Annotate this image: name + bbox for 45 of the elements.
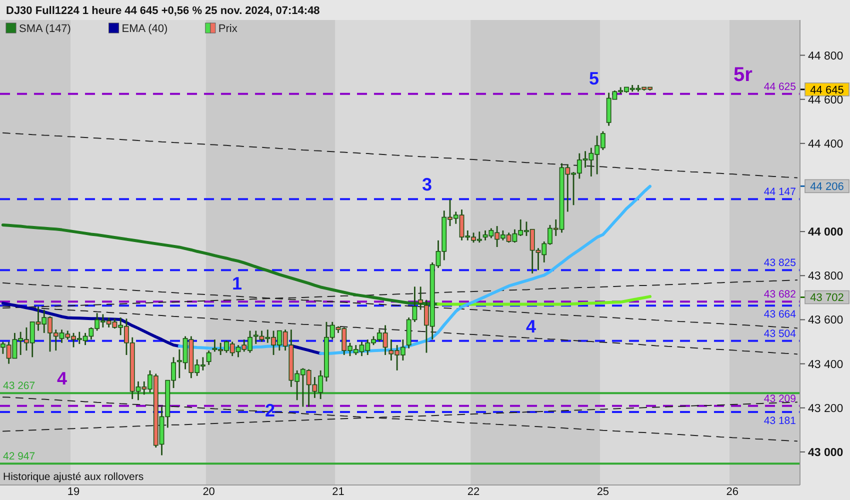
annotation: 3 xyxy=(422,174,432,194)
y-tick-label: 44 800 xyxy=(808,50,844,62)
x-tick-label: 22 xyxy=(467,486,480,498)
ref-line-label: 43 825 xyxy=(764,257,796,270)
text: 44 645 xyxy=(810,84,844,96)
legend-label: EMA (40) xyxy=(122,23,168,35)
annotation: 5 xyxy=(588,68,600,88)
ref-line-label: 42 947 xyxy=(3,450,36,463)
y-tick-label: 43 000 xyxy=(808,446,844,459)
x-tick-label: 25 xyxy=(596,486,610,498)
ref-line-label: 43 682 xyxy=(764,288,796,301)
ref-line-label: 43 504 xyxy=(764,328,796,340)
ref-line-label: 43 267 xyxy=(3,380,36,392)
x-tick-label: 20 xyxy=(202,486,215,498)
text: 44 206 xyxy=(810,181,844,194)
legend-label: SMA (147) xyxy=(19,23,71,35)
legend-label: Prix xyxy=(218,23,238,35)
ref-line-label: 43 181 xyxy=(764,415,796,428)
annotation: 4 xyxy=(56,368,68,388)
annotation: 4 xyxy=(526,316,536,336)
annotation: 1 xyxy=(232,273,242,294)
line-series xyxy=(2,132,798,178)
x-tick-label: 21 xyxy=(332,486,344,498)
line-series xyxy=(1,223,440,306)
candlestick xyxy=(418,286,424,310)
y-tick-label: 44 600 xyxy=(808,94,844,106)
y-tick-label: 44 400 xyxy=(808,138,844,150)
x-tick-label: 26 xyxy=(726,486,738,498)
y-tick-label: 43 200 xyxy=(808,402,844,415)
annotation: Historique ajusté aux rollovers xyxy=(3,471,144,483)
annotation: 5r xyxy=(734,64,753,86)
text: 43 702 xyxy=(810,292,844,304)
line-series xyxy=(436,295,652,306)
ref-line-label: 43 209 xyxy=(764,392,796,405)
y-tick-label: 44 000 xyxy=(808,226,844,239)
line-series xyxy=(2,396,798,442)
y-tick-label: 43 800 xyxy=(808,270,844,283)
ref-line-label: 44 147 xyxy=(764,186,796,198)
ref-line-label: 44 625 xyxy=(764,80,796,93)
y-tick-label: 43 400 xyxy=(808,358,844,371)
chart-title: DJ30 Full1224 1 heure 44 645 +0,56 % 25 nov. 2024, 07:14:48 xyxy=(6,5,320,17)
y-tick-label: 43 600 xyxy=(808,314,844,327)
ref-line-label: 43 664 xyxy=(764,308,796,321)
x-tick-label: 19 xyxy=(67,486,80,498)
candlestick xyxy=(206,350,212,366)
